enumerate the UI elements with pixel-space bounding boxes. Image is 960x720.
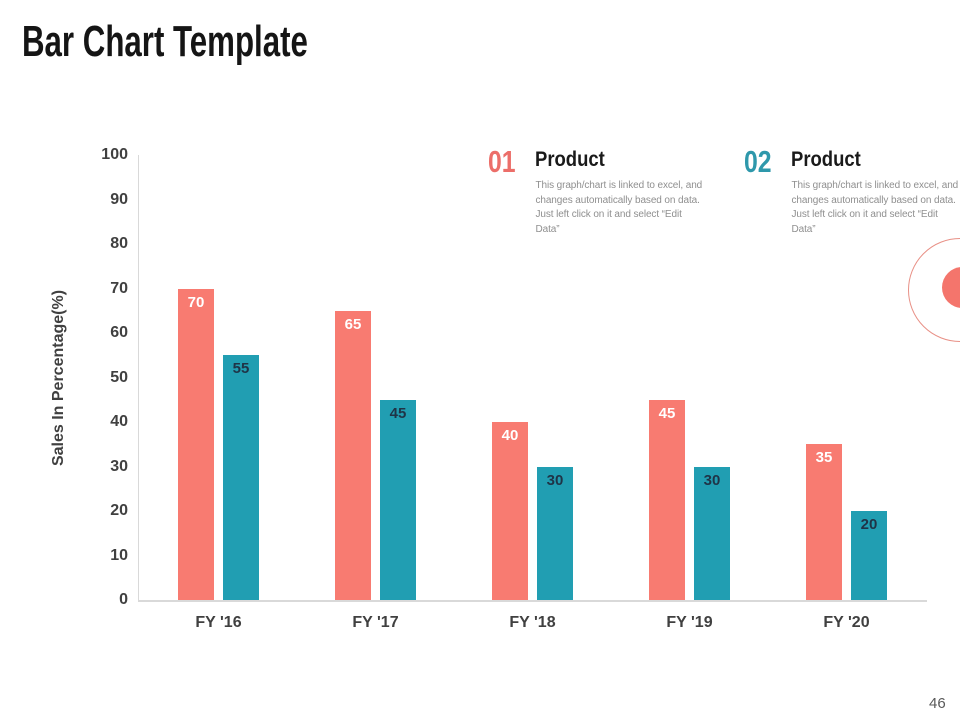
bar-value-label: 35	[815, 449, 833, 467]
bar-01-product: 35	[806, 444, 842, 600]
y-axis-tick-label: 60	[110, 324, 128, 341]
bar-02-product: 30	[537, 466, 573, 600]
bar-value-label: 70	[187, 293, 205, 311]
bar-value-label: 40	[501, 427, 519, 444]
legend-product-01: 01 Product This graph/chart is linked to…	[488, 146, 705, 237]
decor-circle-dot	[942, 267, 960, 308]
bar-value-label: 65	[344, 315, 362, 333]
bar-group-fy18: 40 30 FY '18	[492, 422, 573, 631]
y-axis-title: Sales In Percentage(%)	[50, 289, 67, 466]
bar-value-label: 30	[703, 471, 721, 489]
legend-description-01: This graph/chart is linked to excel, and…	[535, 180, 703, 235]
bar-value-label: 30	[546, 471, 564, 489]
bar-value-label: 45	[389, 404, 407, 422]
bar-02-product: 55	[223, 355, 259, 600]
bar-01-product: 40	[492, 422, 528, 600]
legend-text-02: Product This graph/chart is linked to ex…	[791, 146, 960, 237]
bar-group-fy20: 35 20 FY '20	[806, 444, 887, 631]
bar-01-product: 45	[649, 399, 685, 600]
bar-value-label: 55	[232, 360, 250, 378]
y-axis-tick-label: 50	[110, 368, 128, 386]
x-axis-label: FY '17	[352, 614, 399, 631]
legend-product-02: 02 Product This graph/chart is linked to…	[744, 146, 960, 237]
y-axis-tick-label: 30	[110, 457, 128, 475]
x-axis-label: FY '19	[666, 614, 713, 631]
bar-value-label: 20	[860, 516, 878, 533]
y-axis-tick-label: 10	[110, 546, 128, 564]
y-axis-tick-label: 20	[110, 502, 128, 519]
legend-number-01: 01	[488, 144, 516, 179]
y-axis-tick-label: 100	[101, 146, 128, 163]
bar-group-fy17: 65 45 FY '17	[335, 310, 416, 631]
legend-heading-02: Product	[791, 148, 862, 171]
legend-description-02: This graph/chart is linked to excel, and…	[791, 180, 959, 235]
legend-text-01: Product This graph/chart is linked to ex…	[535, 146, 705, 237]
y-axis-tick-label: 40	[110, 413, 128, 430]
page-number: 46	[929, 695, 946, 712]
bar-value-label: 45	[658, 404, 676, 422]
bar-02-product: 45	[380, 399, 416, 600]
x-axis-label: FY '20	[823, 614, 870, 631]
y-axis-tick-label: 80	[110, 235, 128, 252]
y-axis-tick-label: 70	[110, 279, 128, 297]
bar-01-product: 65	[335, 310, 371, 600]
legend-number-02: 02	[744, 144, 772, 179]
bar-02-product: 20	[851, 511, 887, 600]
page-title: Bar Chart Template	[22, 17, 308, 66]
bar-group-fy19: 45 30 FY '19	[649, 399, 730, 631]
y-axis-tick-label: 90	[110, 190, 128, 208]
legend-heading-01: Product	[535, 148, 606, 171]
bar-02-product: 30	[694, 466, 730, 600]
y-axis-tick-label: 0	[119, 591, 128, 608]
x-axis-label: FY '18	[509, 614, 556, 631]
bar-chart[interactable]: Sales In Percentage(%) 0 10 20 30 40 50 60 70 80…	[50, 147, 927, 631]
x-axis-label: FY '16	[195, 614, 242, 631]
bar-group-fy16: 70 55 FY '16	[178, 288, 259, 631]
bar-01-product: 70	[178, 288, 214, 600]
